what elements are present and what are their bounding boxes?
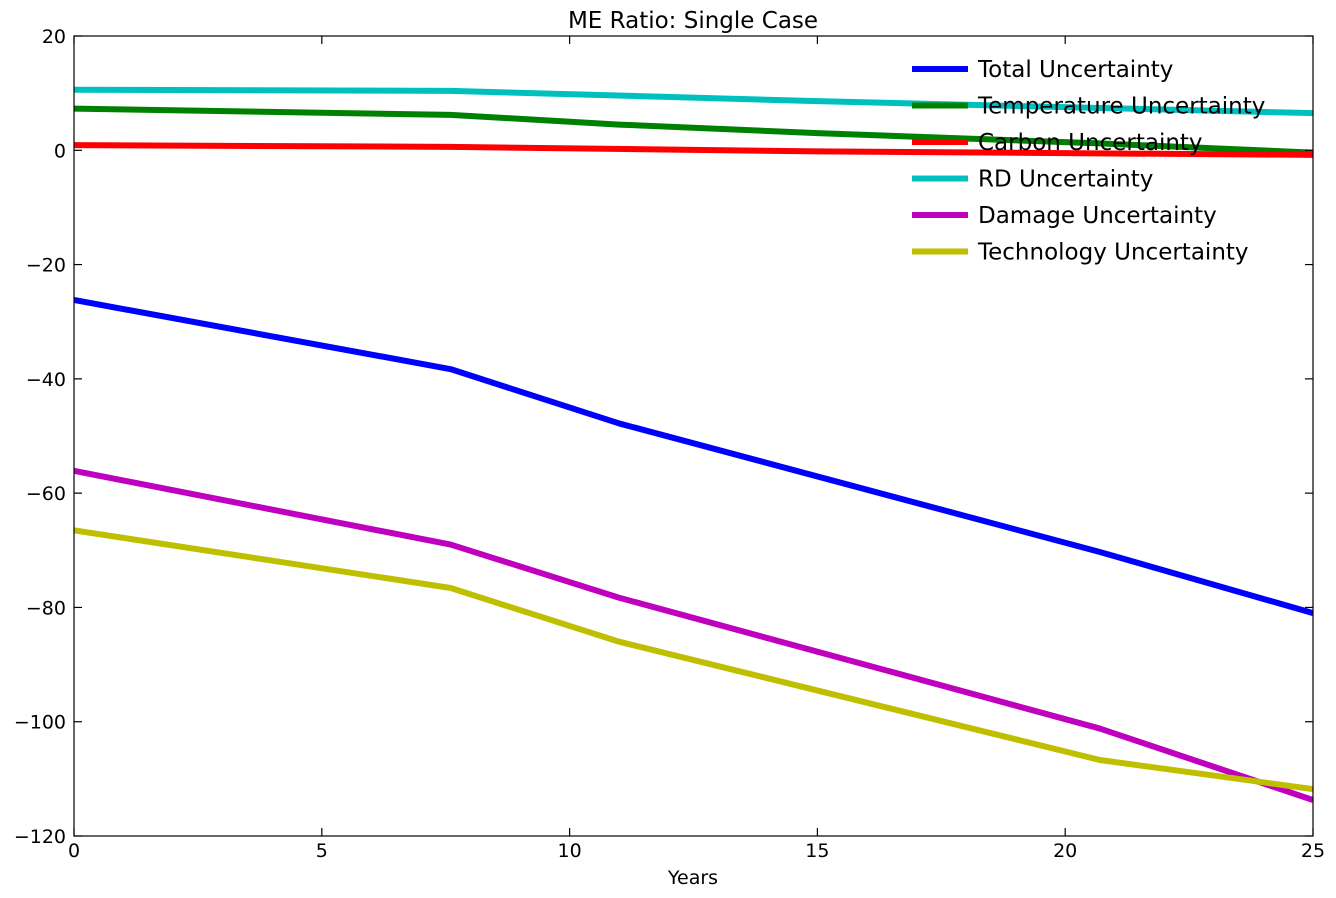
chart-title: ME Ratio: Single Case [568,8,818,34]
series-line-3 [74,86,1313,117]
y-tick-label: −20 [26,255,66,277]
plot-frame [73,35,1314,837]
x-tick-label: 0 [68,840,80,862]
x-axis-label: Years [667,867,718,889]
series-line-0 [74,297,1313,617]
legend-label-1: Temperature Uncertainty [977,94,1265,120]
y-tick-label: −60 [26,483,66,505]
y-tick-label: −100 [14,712,66,734]
legend-label-4: Damage Uncertainty [978,203,1217,229]
legend-label-0: Total Uncertainty [977,57,1173,83]
legend-label-2: Carbon Uncertainty [978,130,1203,156]
plot-lines [74,86,1313,803]
series-line-4 [74,467,1313,803]
legend-label-5: Technology Uncertainty [977,240,1249,266]
y-tick-label: −80 [26,597,66,619]
x-tick-label: 10 [558,840,582,862]
x-tick-label: 5 [316,840,328,862]
axis-ticks: 0 5 10 15 20 25 −120 −100 −80 −60 −40 −20 0 20 [14,26,1325,862]
series-line-5 [74,527,1313,793]
series-line-2 [74,142,1313,158]
y-tick-label: 20 [42,26,66,48]
y-tick-label: −120 [14,826,66,848]
x-tick-label: 15 [805,840,829,862]
y-tick-label: −40 [26,369,66,391]
legend: Total Uncertainty Temperature Uncertainty… [912,57,1265,266]
x-tick-label: 20 [1053,840,1077,862]
x-tick-label: 25 [1301,840,1325,862]
series-line-1 [74,105,1313,156]
y-tick-label: 0 [54,140,66,162]
legend-label-3: RD Uncertainty [978,167,1153,193]
